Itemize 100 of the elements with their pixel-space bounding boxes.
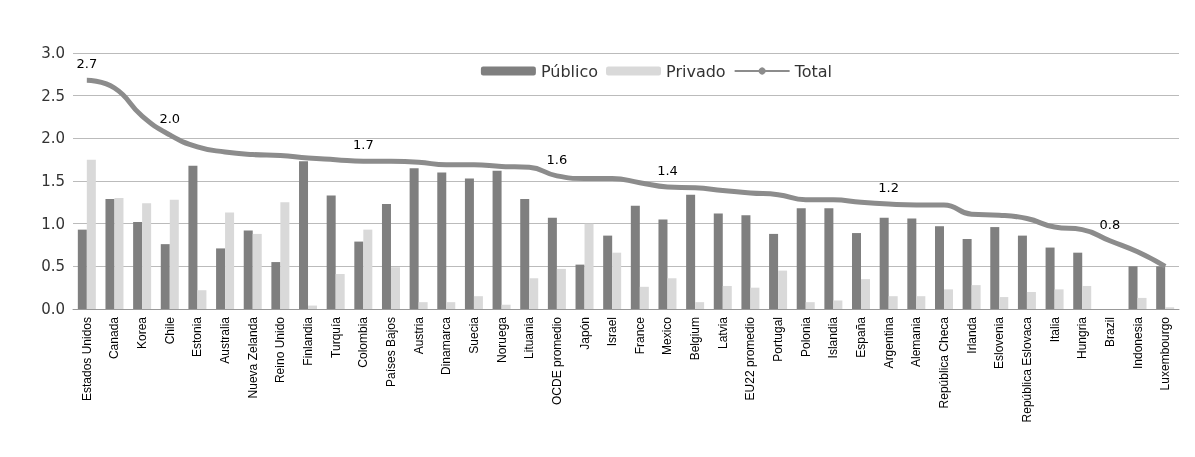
bar [437,172,447,309]
y-tick-label: 1.5 [41,172,65,190]
bar [833,300,843,309]
data-label: 2.7 [76,56,98,72]
x-tick-label: Israel [605,317,620,347]
bar [658,219,668,309]
bar [1137,297,1147,309]
bar [769,233,779,309]
x-tick-label: France [632,316,647,355]
bar [418,302,428,309]
x-tick-label: Portugal [771,317,786,362]
bar [547,217,557,309]
bar [142,203,152,309]
x-tick-label: España [854,316,869,358]
bar [1017,235,1027,309]
bar [796,208,806,309]
bar [77,229,87,309]
x-tick-label: OCDE promedio [549,316,564,406]
y-tick-label: 2.5 [41,86,65,105]
bar [252,233,262,309]
bar [197,290,207,309]
y-tick-label: 2.0 [41,129,65,148]
bar [612,252,622,309]
bar [603,235,613,309]
x-tick-label: Korea [135,316,150,350]
bar [639,286,649,309]
bar [1156,266,1166,309]
bar [584,223,594,309]
bar [280,202,290,309]
data-label: 1.6 [546,151,568,167]
bar [861,279,871,309]
bar [243,230,253,309]
x-tick-label: Canada [107,316,122,360]
bar [824,208,834,309]
x-tick-label: Indonesia [1130,316,1145,370]
bar [520,198,530,309]
x-tick-label: Noruega [494,316,509,364]
x-tick-label: Estados Unidos [79,317,94,402]
bar [363,229,373,309]
bar [686,194,696,309]
bar [888,296,898,309]
data-label: 0.8 [1099,216,1121,232]
bar [160,244,170,309]
bar [1082,285,1092,309]
bar [86,159,96,309]
bar [473,296,483,309]
x-tick-label: Japón [577,317,592,350]
bar [916,296,926,309]
bar [1045,247,1055,309]
bar [105,198,115,309]
x-tick-label: Turquía [328,316,343,358]
x-tick-label: República Eslovaca [1019,316,1034,423]
bar [492,170,502,309]
bar [778,270,788,309]
bar [630,205,640,309]
bar [667,278,677,309]
y-tick-label: 0.0 [41,300,65,318]
x-tick-label: Estonia [190,316,205,358]
bar [695,302,705,309]
bar [943,289,953,309]
y-tick-label: 0.5 [41,257,65,276]
data-label: 1.2 [878,180,900,196]
x-tick-label: Alemania [909,316,924,368]
data-label: 1.7 [352,137,374,153]
bar [354,241,364,309]
bar [1073,252,1083,309]
x-tick-label: Italia [1047,316,1062,343]
x-tick-label: Nueva Zelanda [245,316,260,399]
bar [381,204,391,309]
bar [326,195,336,309]
x-tick-label: Lituania [522,316,537,360]
bar [390,267,400,309]
bar [556,268,566,309]
bar [299,161,309,309]
bar [990,227,1000,309]
bar [529,278,539,309]
bar [879,217,889,309]
x-tick-label: Argentina [881,316,896,369]
bar [741,215,751,309]
bar [335,274,345,309]
legend-label: Total [793,61,833,81]
x-tick-label: Polonia [798,316,813,358]
bar [409,168,419,309]
bar [271,262,281,309]
bar [805,302,815,309]
x-tick-label: Irlanda [964,316,979,354]
x-tick-label: Dinamarca [439,316,454,376]
x-tick-label: EU22 promedio [743,316,758,401]
bar [446,302,456,309]
bar [750,287,760,309]
x-tick-label: Australia [218,316,233,364]
bar [1128,266,1138,309]
bar [464,178,474,309]
bar [225,212,235,309]
y-tick-label: 3.0 [41,44,65,62]
bar [713,213,723,309]
x-tick-label: Hungria [1075,316,1090,360]
x-tick-label: Países Bajos [383,317,398,388]
bar [907,218,917,309]
x-tick-label: República Checa [936,316,951,409]
